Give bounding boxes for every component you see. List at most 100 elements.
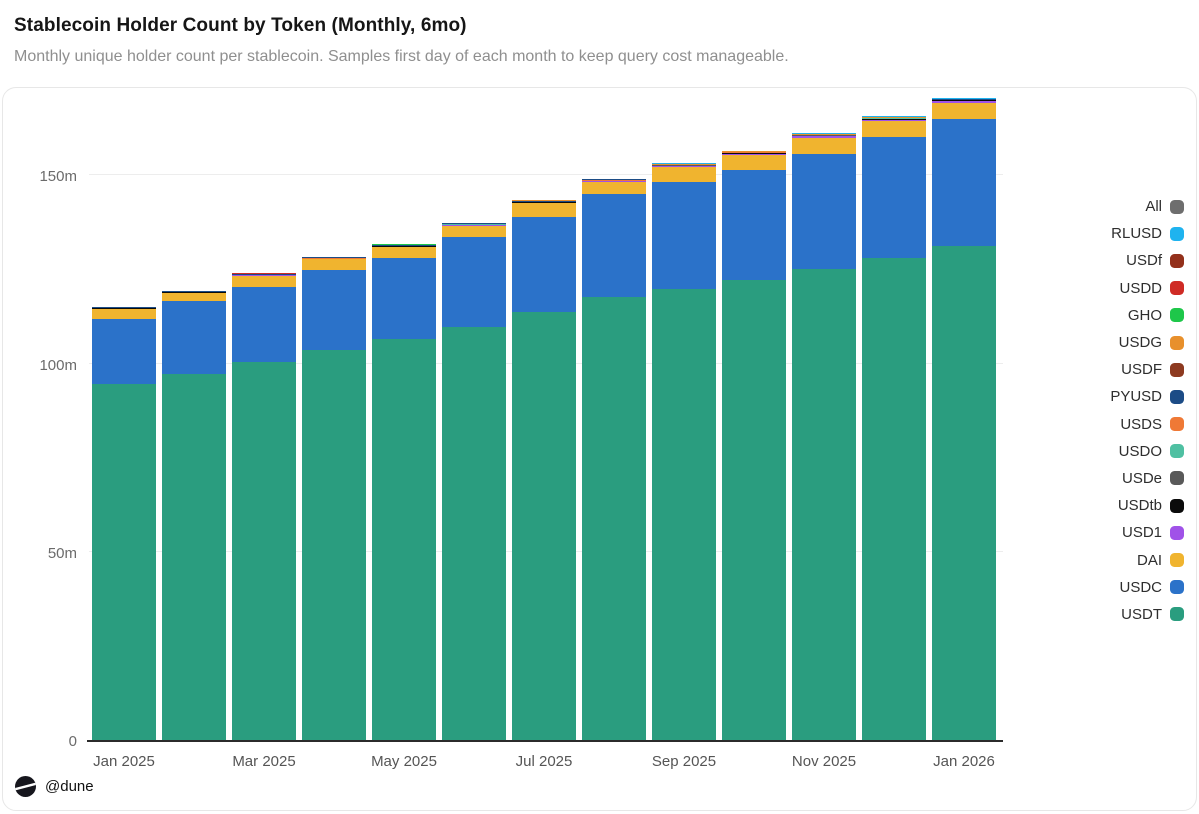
segment-usd1-nov-2025[interactable] — [792, 136, 856, 138]
segment-dai-sep-2025[interactable] — [652, 167, 716, 183]
segment-usde-jan-2026[interactable] — [932, 99, 996, 101]
legend-color-chip-all — [1170, 199, 1184, 214]
segment-dai-oct-2025[interactable] — [722, 154, 786, 170]
legend-item-usde[interactable]: USDe — [1110, 465, 1184, 492]
segment-usde-sep-2025[interactable] — [652, 164, 716, 166]
legend-item-gho[interactable]: GHO — [1110, 302, 1184, 329]
segment-usdt-apr-2025[interactable] — [302, 349, 366, 740]
bar-oct-2025[interactable] — [722, 88, 786, 740]
bar-may-2025[interactable] — [372, 88, 436, 740]
segment-usdc-jun-2025[interactable] — [442, 236, 506, 328]
segment-usd1-aug-2025[interactable] — [582, 180, 646, 183]
segment-usd1-mar-2025[interactable] — [232, 274, 296, 276]
legend-item-usdt[interactable]: USDT — [1110, 601, 1184, 628]
segment-dai-jan-2026[interactable] — [932, 103, 996, 120]
bar-apr-2025[interactable] — [302, 88, 366, 740]
bar-jan-2025[interactable] — [92, 88, 156, 740]
legend-item-all[interactable]: All — [1110, 193, 1184, 220]
legend-item-usds[interactable]: USDS — [1110, 411, 1184, 438]
segment-dai-dec-2025[interactable] — [862, 121, 926, 138]
y-axis-labels: 0 50m 100m 150m — [3, 88, 77, 750]
segment-usd1-jan-2025[interactable] — [92, 307, 156, 309]
bar-jan-2026[interactable] — [932, 88, 996, 740]
segment-usdc-aug-2025[interactable] — [582, 194, 646, 297]
legend-color-chip-rlusd — [1170, 226, 1184, 241]
segment-usd1-jan-2026[interactable] — [932, 101, 996, 104]
segment-usdc-apr-2025[interactable] — [302, 269, 366, 350]
segment-usdc-jan-2025[interactable] — [92, 319, 156, 385]
segment-usdc-dec-2025[interactable] — [862, 137, 926, 259]
segment-usdt-jan-2025[interactable] — [92, 384, 156, 740]
segment-usdtb-jan-2026[interactable] — [932, 100, 996, 102]
page-title: Stablecoin Holder Count by Token (Monthl… — [14, 15, 467, 36]
bar-jun-2025[interactable] — [442, 88, 506, 740]
segment-dai-apr-2025[interactable] — [302, 259, 366, 270]
segment-usde-oct-2025[interactable] — [722, 151, 786, 153]
segment-usde-aug-2025[interactable] — [582, 179, 646, 181]
bar-aug-2025[interactable] — [582, 88, 646, 740]
segment-dai-jan-2025[interactable] — [92, 308, 156, 320]
legend-item-dai[interactable]: DAI — [1110, 546, 1184, 573]
segment-usdtb-sep-2025[interactable] — [652, 165, 716, 166]
segment-dai-nov-2025[interactable] — [792, 137, 856, 154]
segment-dai-jun-2025[interactable] — [442, 225, 506, 237]
segment-usdc-mar-2025[interactable] — [232, 286, 296, 363]
segment-usdt-oct-2025[interactable] — [722, 279, 786, 740]
segment-usdc-may-2025[interactable] — [372, 258, 436, 340]
segment-usdc-jan-2026[interactable] — [932, 119, 996, 247]
bar-feb-2025[interactable] — [162, 88, 226, 740]
segment-usdt-aug-2025[interactable] — [582, 296, 646, 740]
segment-usdc-nov-2025[interactable] — [792, 153, 856, 269]
segment-usdt-jan-2026[interactable] — [932, 246, 996, 740]
segment-usdtb-dec-2025[interactable] — [862, 118, 926, 120]
segment-usd1-jun-2025[interactable] — [442, 224, 506, 226]
segment-dai-mar-2025[interactable] — [232, 275, 296, 287]
legend-color-chip-usdt — [1170, 607, 1184, 622]
legend-item-usdf[interactable]: USDF — [1110, 356, 1184, 383]
y-tick-0: 0 — [68, 733, 77, 750]
segment-usdc-jul-2025[interactable] — [512, 217, 576, 312]
legend-item-usdc[interactable]: USDC — [1110, 574, 1184, 601]
legend-item-usd1[interactable]: USD1 — [1110, 519, 1184, 546]
segment-usde-nov-2025[interactable] — [792, 134, 856, 136]
segment-usdtb-nov-2025[interactable] — [792, 135, 856, 137]
segment-usd1-oct-2025[interactable] — [722, 153, 786, 155]
bar-jul-2025[interactable] — [512, 88, 576, 740]
legend-label-usdt: USDT — [1121, 605, 1162, 623]
segment-usd1-feb-2025[interactable] — [162, 291, 226, 293]
bar-mar-2025[interactable] — [232, 88, 296, 740]
legend-item-usdf[interactable]: USDf — [1110, 247, 1184, 274]
segment-usdt-jul-2025[interactable] — [512, 311, 576, 740]
legend-item-usdo[interactable]: USDO — [1110, 438, 1184, 465]
dune-watermark[interactable]: @dune — [15, 776, 94, 797]
segment-usd1-sep-2025[interactable] — [652, 165, 716, 168]
segment-usdt-mar-2025[interactable] — [232, 362, 296, 740]
legend-item-rlusd[interactable]: RLUSD — [1110, 220, 1184, 247]
segment-dai-jul-2025[interactable] — [512, 203, 576, 218]
bar-nov-2025[interactable] — [792, 88, 856, 740]
segment-usdt-dec-2025[interactable] — [862, 258, 926, 740]
segment-usdt-nov-2025[interactable] — [792, 268, 856, 740]
segment-usd1-jul-2025[interactable] — [512, 201, 576, 204]
segment-usdtb-oct-2025[interactable] — [722, 152, 786, 154]
segment-usd1-dec-2025[interactable] — [862, 119, 926, 122]
legend-item-usdg[interactable]: USDG — [1110, 329, 1184, 356]
segment-usd1-apr-2025[interactable] — [302, 258, 366, 260]
segment-usdt-may-2025[interactable] — [372, 339, 436, 740]
segment-usdc-sep-2025[interactable] — [652, 182, 716, 290]
bar-sep-2025[interactable] — [652, 88, 716, 740]
legend-item-pyusd[interactable]: PYUSD — [1110, 383, 1184, 410]
legend-item-usdtb[interactable]: USDtb — [1110, 492, 1184, 519]
bar-dec-2025[interactable] — [862, 88, 926, 740]
segment-usdt-feb-2025[interactable] — [162, 373, 226, 740]
segment-dai-feb-2025[interactable] — [162, 292, 226, 301]
segment-usd1-may-2025[interactable] — [372, 245, 436, 247]
segment-usdc-feb-2025[interactable] — [162, 300, 226, 374]
segment-usdt-sep-2025[interactable] — [652, 289, 716, 740]
segment-dai-may-2025[interactable] — [372, 246, 436, 259]
legend-item-usdd[interactable]: USDD — [1110, 275, 1184, 302]
segment-usdt-jun-2025[interactable] — [442, 327, 506, 740]
segment-usdc-oct-2025[interactable] — [722, 169, 786, 280]
segment-usde-dec-2025[interactable] — [862, 117, 926, 119]
segment-dai-aug-2025[interactable] — [582, 182, 646, 195]
